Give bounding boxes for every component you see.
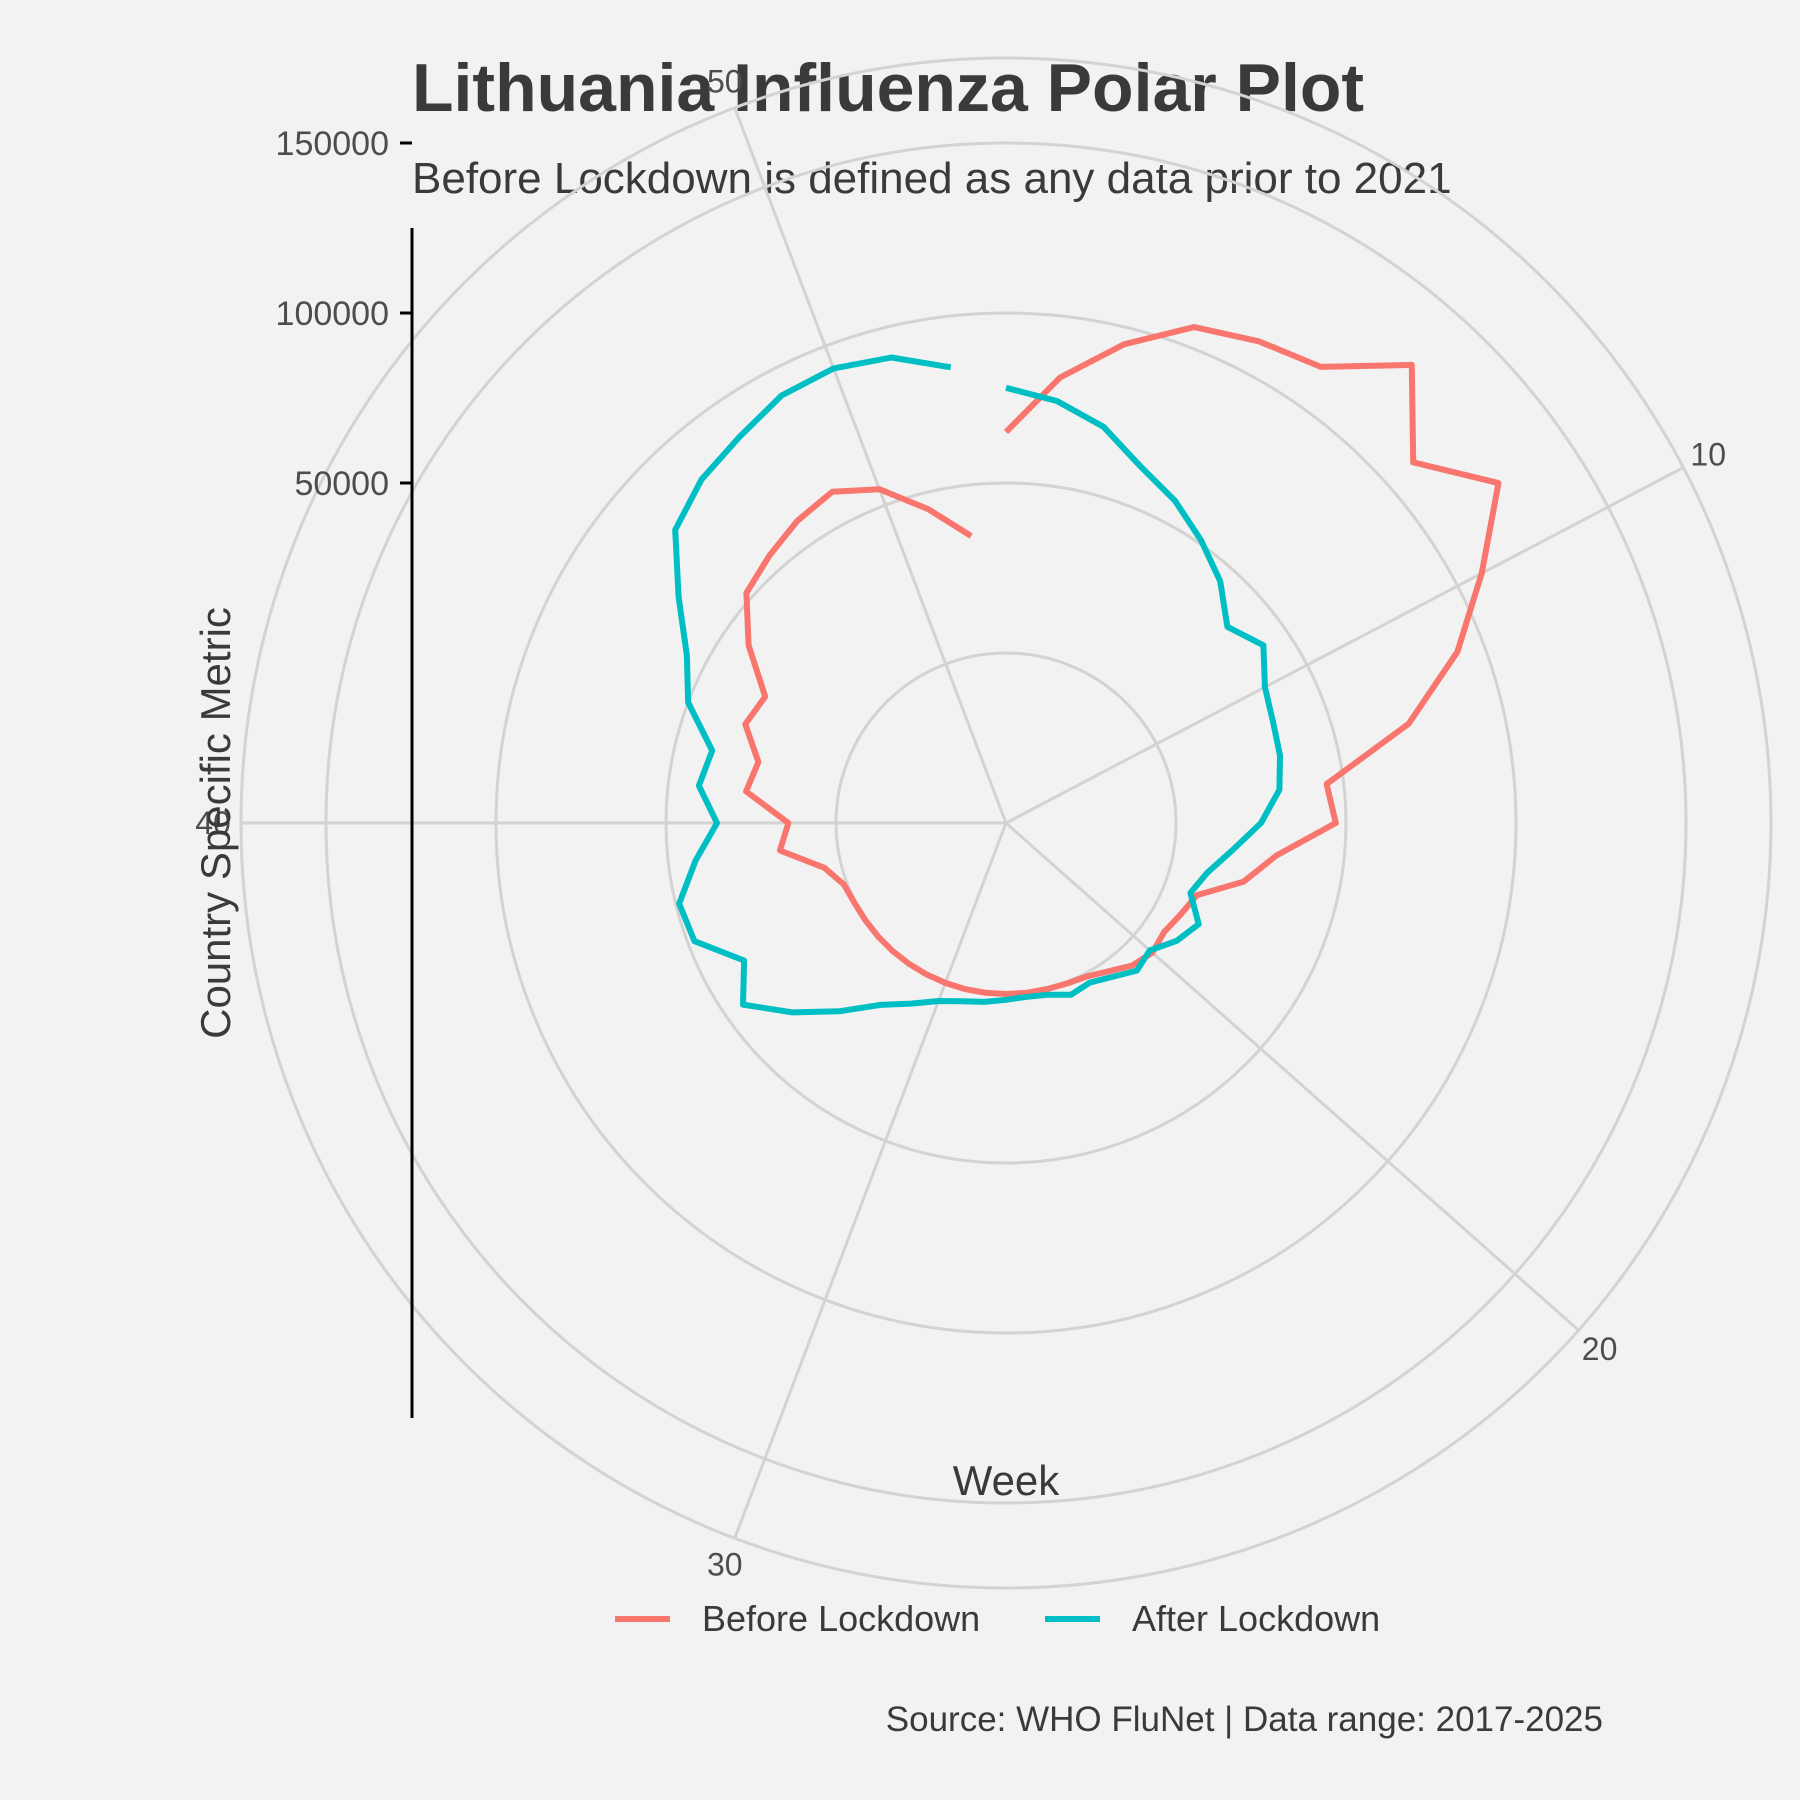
series-line-before-lockdown [742,324,1502,997]
week-tick-label: 40 [195,805,231,841]
y-tick-labels: 50000 100000 150000 [276,125,412,503]
series-line-after-lockdown [672,354,1283,1016]
x-axis-label: Week [953,1457,1061,1504]
grid-spoke [733,822,1008,1539]
y-tick-label: 50000 [294,465,389,503]
polar-grid [239,56,1773,1590]
legend-label-before: Before Lockdown [702,1598,980,1639]
grid-spoke [733,107,1008,824]
chart-caption: Source: WHO FluNet | Data range: 2017-20… [886,1700,1603,1739]
series-lines [672,324,1502,1016]
week-tick-label: 30 [707,1547,743,1583]
week-tick-label: 20 [1582,1331,1618,1367]
chart-subtitle: Before Lockdown is defined as any data p… [412,154,1452,203]
legend-label-after: After Lockdown [1132,1598,1380,1639]
y-tick-label: 100000 [276,295,389,333]
y-tick-label: 150000 [276,125,389,163]
grid-spoke [1005,466,1685,825]
y-axis-label: Country Specific Metric [192,607,239,1039]
week-tick-label: 50 [707,64,743,100]
grid-spoke [1005,821,1580,1332]
chart-title: Lithuania Influenza Polar Plot [412,50,1364,126]
week-tick-labels: 10 20 30 40 50 [195,64,1726,1583]
week-tick-label: 10 [1690,437,1726,473]
legend: Before Lockdown After Lockdown [615,1598,1380,1639]
